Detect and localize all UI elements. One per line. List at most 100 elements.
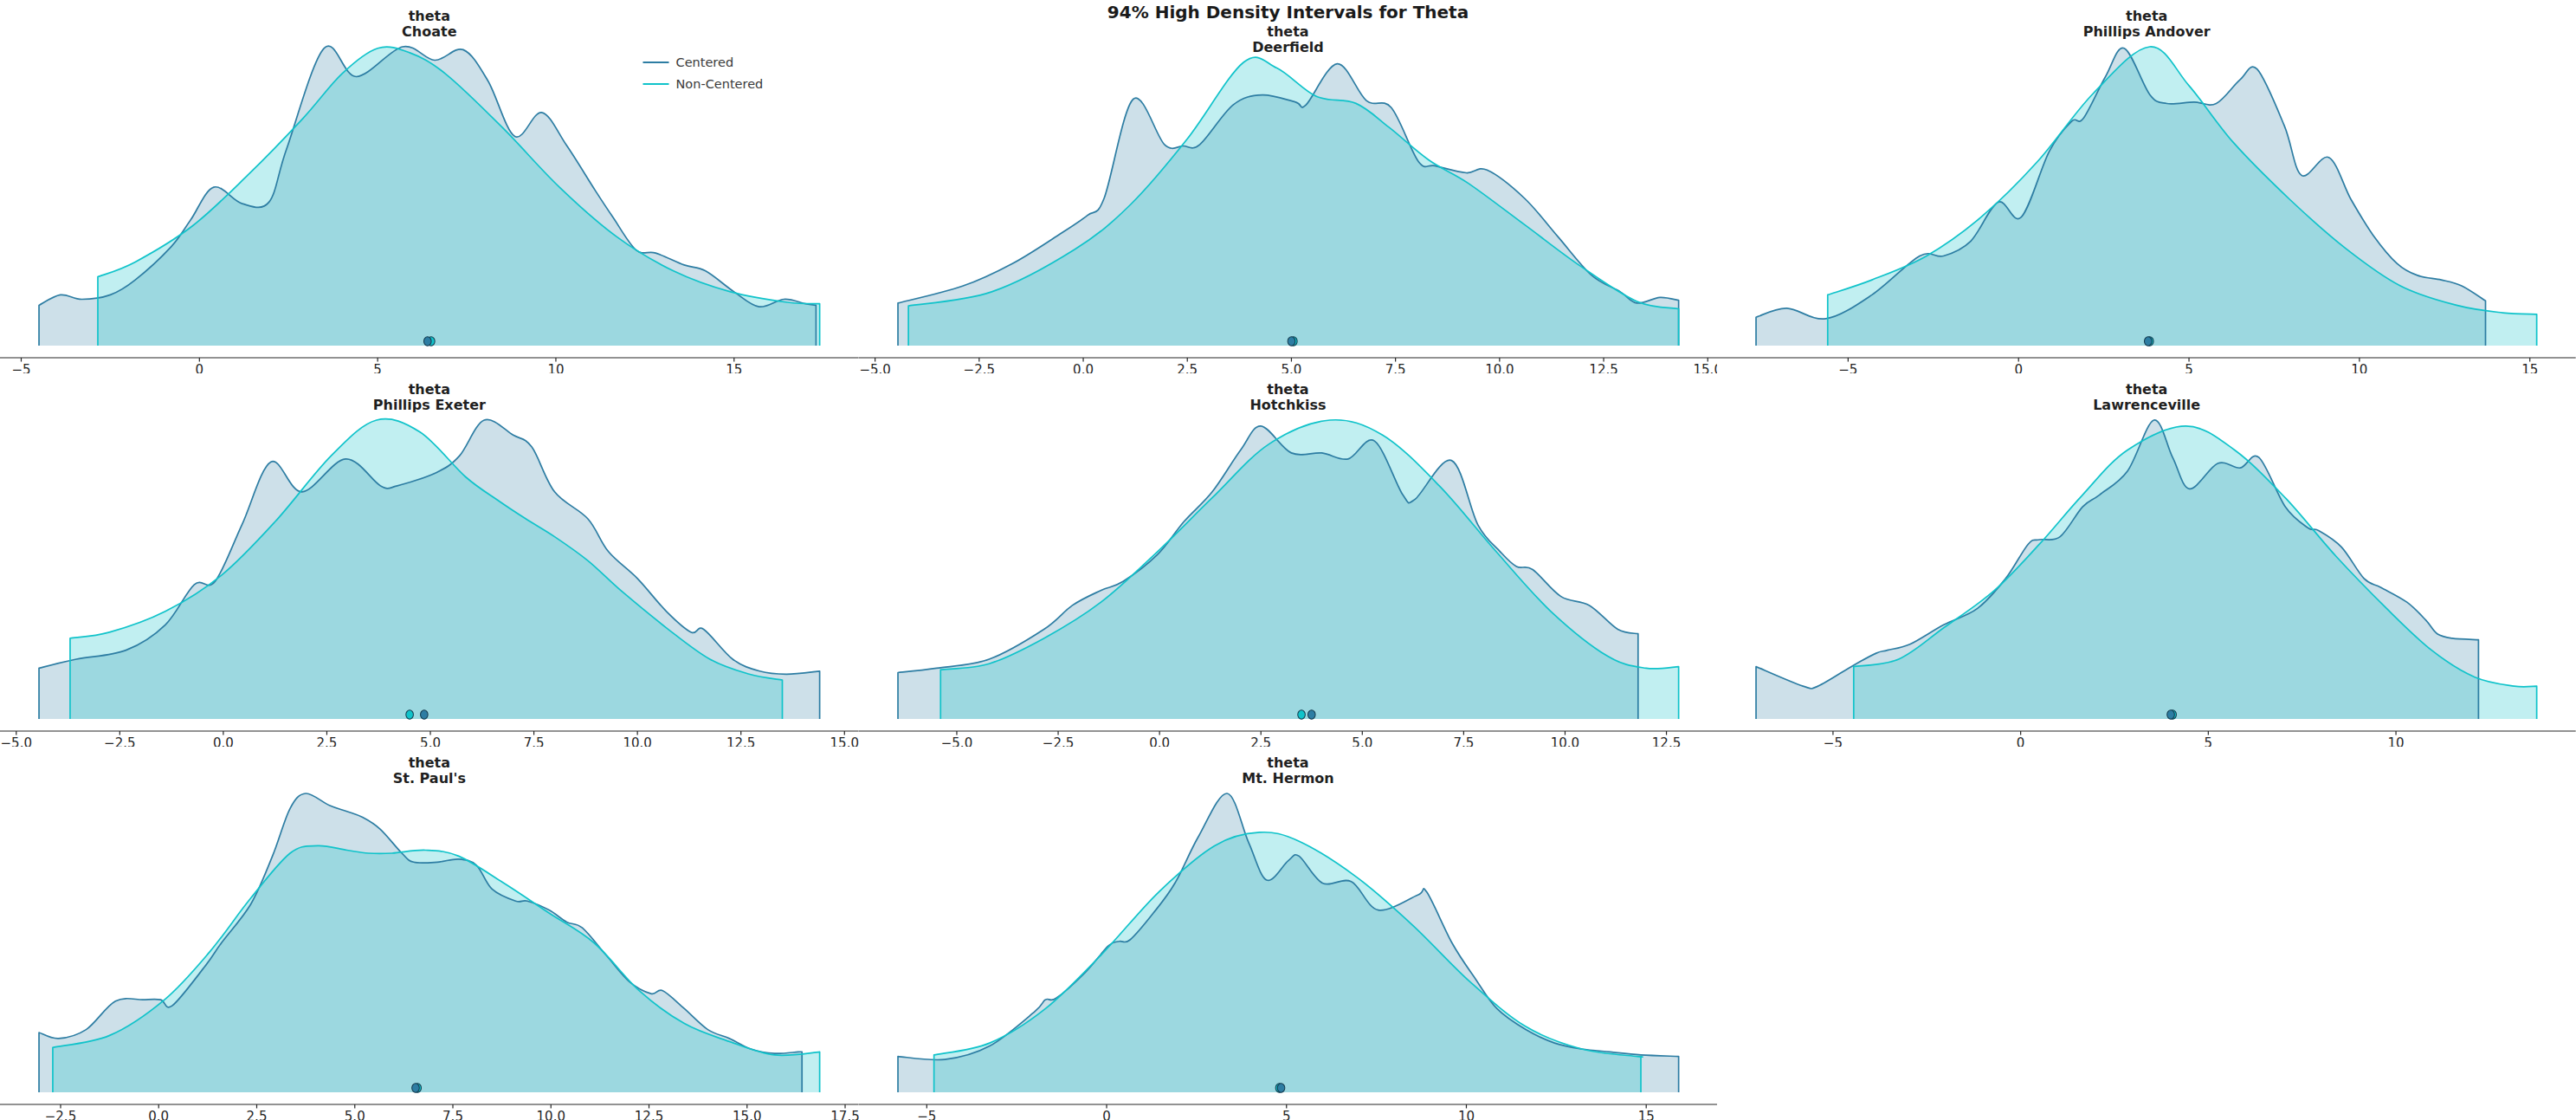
panel-title-var: theta <box>859 755 1718 771</box>
tick-label: 0 <box>2015 362 2024 373</box>
tick-label: 7.5 <box>524 735 545 747</box>
tick-label: 15 <box>726 362 742 373</box>
panel-title: theta Mt. Hermon <box>859 747 1718 785</box>
panel-title-school: Deerfield <box>859 40 1718 55</box>
non_centered-hdi-fill <box>53 845 820 1092</box>
tick-label: 5.0 <box>1352 735 1372 747</box>
centered-point-estimate <box>2145 337 2153 346</box>
non_centered-hdi-fill <box>1854 426 2537 719</box>
tick-label: 12.5 <box>726 735 755 747</box>
density-panel: theta St. Paul's −2.50.02.55.07.510.012.… <box>0 747 859 1120</box>
panel-title-school: Phillips Exeter <box>0 398 859 413</box>
tick-label: −5 <box>1824 735 1843 747</box>
panel-title: theta Hotchkiss <box>859 373 1718 411</box>
panel-title-school: St. Paul's <box>0 771 859 787</box>
centered-point-estimate <box>1307 710 1315 719</box>
panel-title-school: Mt. Hermon <box>859 771 1718 787</box>
tick-label: 10 <box>2388 735 2405 747</box>
tick-label: 0 <box>196 362 204 373</box>
tick-label: 10.0 <box>1485 362 1514 373</box>
tick-label: −5.0 <box>1 735 32 747</box>
tick-label: 0.0 <box>213 735 234 747</box>
legend-label: Non-Centered <box>676 77 764 91</box>
tick-label: 10 <box>2352 362 2368 373</box>
panel-title-var: theta <box>0 755 859 771</box>
tick-label: 15.0 <box>830 735 859 747</box>
panel-title: theta Lawrenceville <box>1717 373 2576 411</box>
tick-label: 15 <box>2522 362 2539 373</box>
panel-title: theta St. Paul's <box>0 747 859 785</box>
legend: Centered Non-Centered <box>642 55 763 91</box>
panel-title-school: Hotchkiss <box>859 398 1718 413</box>
tick-label: 10 <box>1458 1109 1475 1120</box>
tick-label: 10.0 <box>623 735 651 747</box>
figure-title: 94% High Density Intervals for Theta <box>0 2 2576 23</box>
tick-label: −2.5 <box>963 362 994 373</box>
non_centered-hdi-fill <box>908 57 1679 346</box>
tick-label: 2.5 <box>1177 362 1198 373</box>
density-plot: −5 0 5 10 15 <box>1717 38 2576 373</box>
centered-point-estimate <box>423 337 431 346</box>
density-plot: −5.0−2.50.02.55.07.510.012.515.0 <box>0 411 859 747</box>
density-panel: theta Phillips Exeter −5.0−2.50.02.55.07… <box>0 373 859 747</box>
tick-label: −5 <box>11 362 30 373</box>
non_centered-point-estimate <box>1297 710 1305 719</box>
tick-label: 15 <box>1637 1109 1654 1120</box>
non_centered-hdi-fill <box>933 832 1642 1092</box>
tick-label: 5.0 <box>1281 362 1301 373</box>
tick-label: 5 <box>1282 1109 1291 1120</box>
tick-label: 12.5 <box>1589 362 1617 373</box>
non_centered-hdi-fill <box>940 420 1678 719</box>
tick-label: 0.0 <box>1149 735 1170 747</box>
tick-label: −2.5 <box>45 1109 76 1120</box>
legend-label: Centered <box>676 55 734 69</box>
tick-label: 17.5 <box>830 1109 858 1120</box>
panel-title-school: Phillips Andover <box>1717 24 2576 40</box>
tick-label: 10 <box>547 362 564 373</box>
centered-point-estimate <box>412 1084 420 1092</box>
non_centered-hdi-fill <box>70 419 783 719</box>
tick-label: 10.0 <box>1550 735 1579 747</box>
tick-label: 7.5 <box>1385 362 1405 373</box>
density-plot: −50510 <box>1717 411 2576 747</box>
density-plot: −5 0 5 10 15 <box>859 785 1718 1120</box>
density-plot: −2.50.02.55.07.510.012.515.017.5 <box>0 785 859 1120</box>
density-panel: theta Choate −5051015CenteredNon-Centere… <box>0 0 859 373</box>
density-panel: theta Hotchkiss −5.0−2.50.02.55.07.510.0… <box>859 373 1718 747</box>
tick-label: 5 <box>2185 362 2194 373</box>
centered-point-estimate <box>1277 1084 1285 1092</box>
panel-title-var: theta <box>859 24 1718 40</box>
panel-title-var: theta <box>0 382 859 398</box>
tick-label: 0.0 <box>148 1109 169 1120</box>
tick-label: 0 <box>1102 1109 1111 1120</box>
panel-title-var: theta <box>859 382 1718 398</box>
tick-label: 7.5 <box>442 1109 463 1120</box>
tick-label: 12.5 <box>1651 735 1680 747</box>
density-plot: −5 0 5 10 15 Centered Non-Centered <box>0 38 859 373</box>
tick-label: 0 <box>2017 735 2025 747</box>
tick-label: 0.0 <box>1073 362 1094 373</box>
tick-label: 7.5 <box>1453 735 1474 747</box>
tick-label: 2.5 <box>317 735 338 747</box>
tick-label: −2.5 <box>1042 735 1073 747</box>
non_centered-point-estimate <box>406 710 414 719</box>
centered-point-estimate <box>1288 337 1295 346</box>
density-panel: theta Deerfield −5.0 −2.5 0.0 2.5 5.0 7.5 10.0… <box>859 0 1718 373</box>
tick-label: 5.0 <box>345 1109 365 1120</box>
panel-title: theta Phillips Exeter <box>0 373 859 411</box>
tick-label: 15.0 <box>1693 362 1717 373</box>
centered-point-estimate <box>421 710 429 719</box>
centered-point-estimate <box>2167 710 2175 719</box>
tick-label: −5 <box>1839 362 1858 373</box>
panel-title-school: Lawrenceville <box>1717 398 2576 413</box>
tick-label: −5.0 <box>940 735 972 747</box>
density-panel: theta Phillips Andover −5051015 <box>1717 0 2576 373</box>
tick-label: −5.0 <box>859 362 890 373</box>
tick-label: 5 <box>373 362 382 373</box>
tick-label: 12.5 <box>635 1109 663 1120</box>
non_centered-hdi-fill <box>1828 47 2537 346</box>
tick-label: −5 <box>917 1109 936 1120</box>
panel-title-var: theta <box>1717 382 2576 398</box>
panel-title-school: Choate <box>0 24 859 40</box>
density-panel: theta Lawrenceville −50510 <box>1717 373 2576 747</box>
